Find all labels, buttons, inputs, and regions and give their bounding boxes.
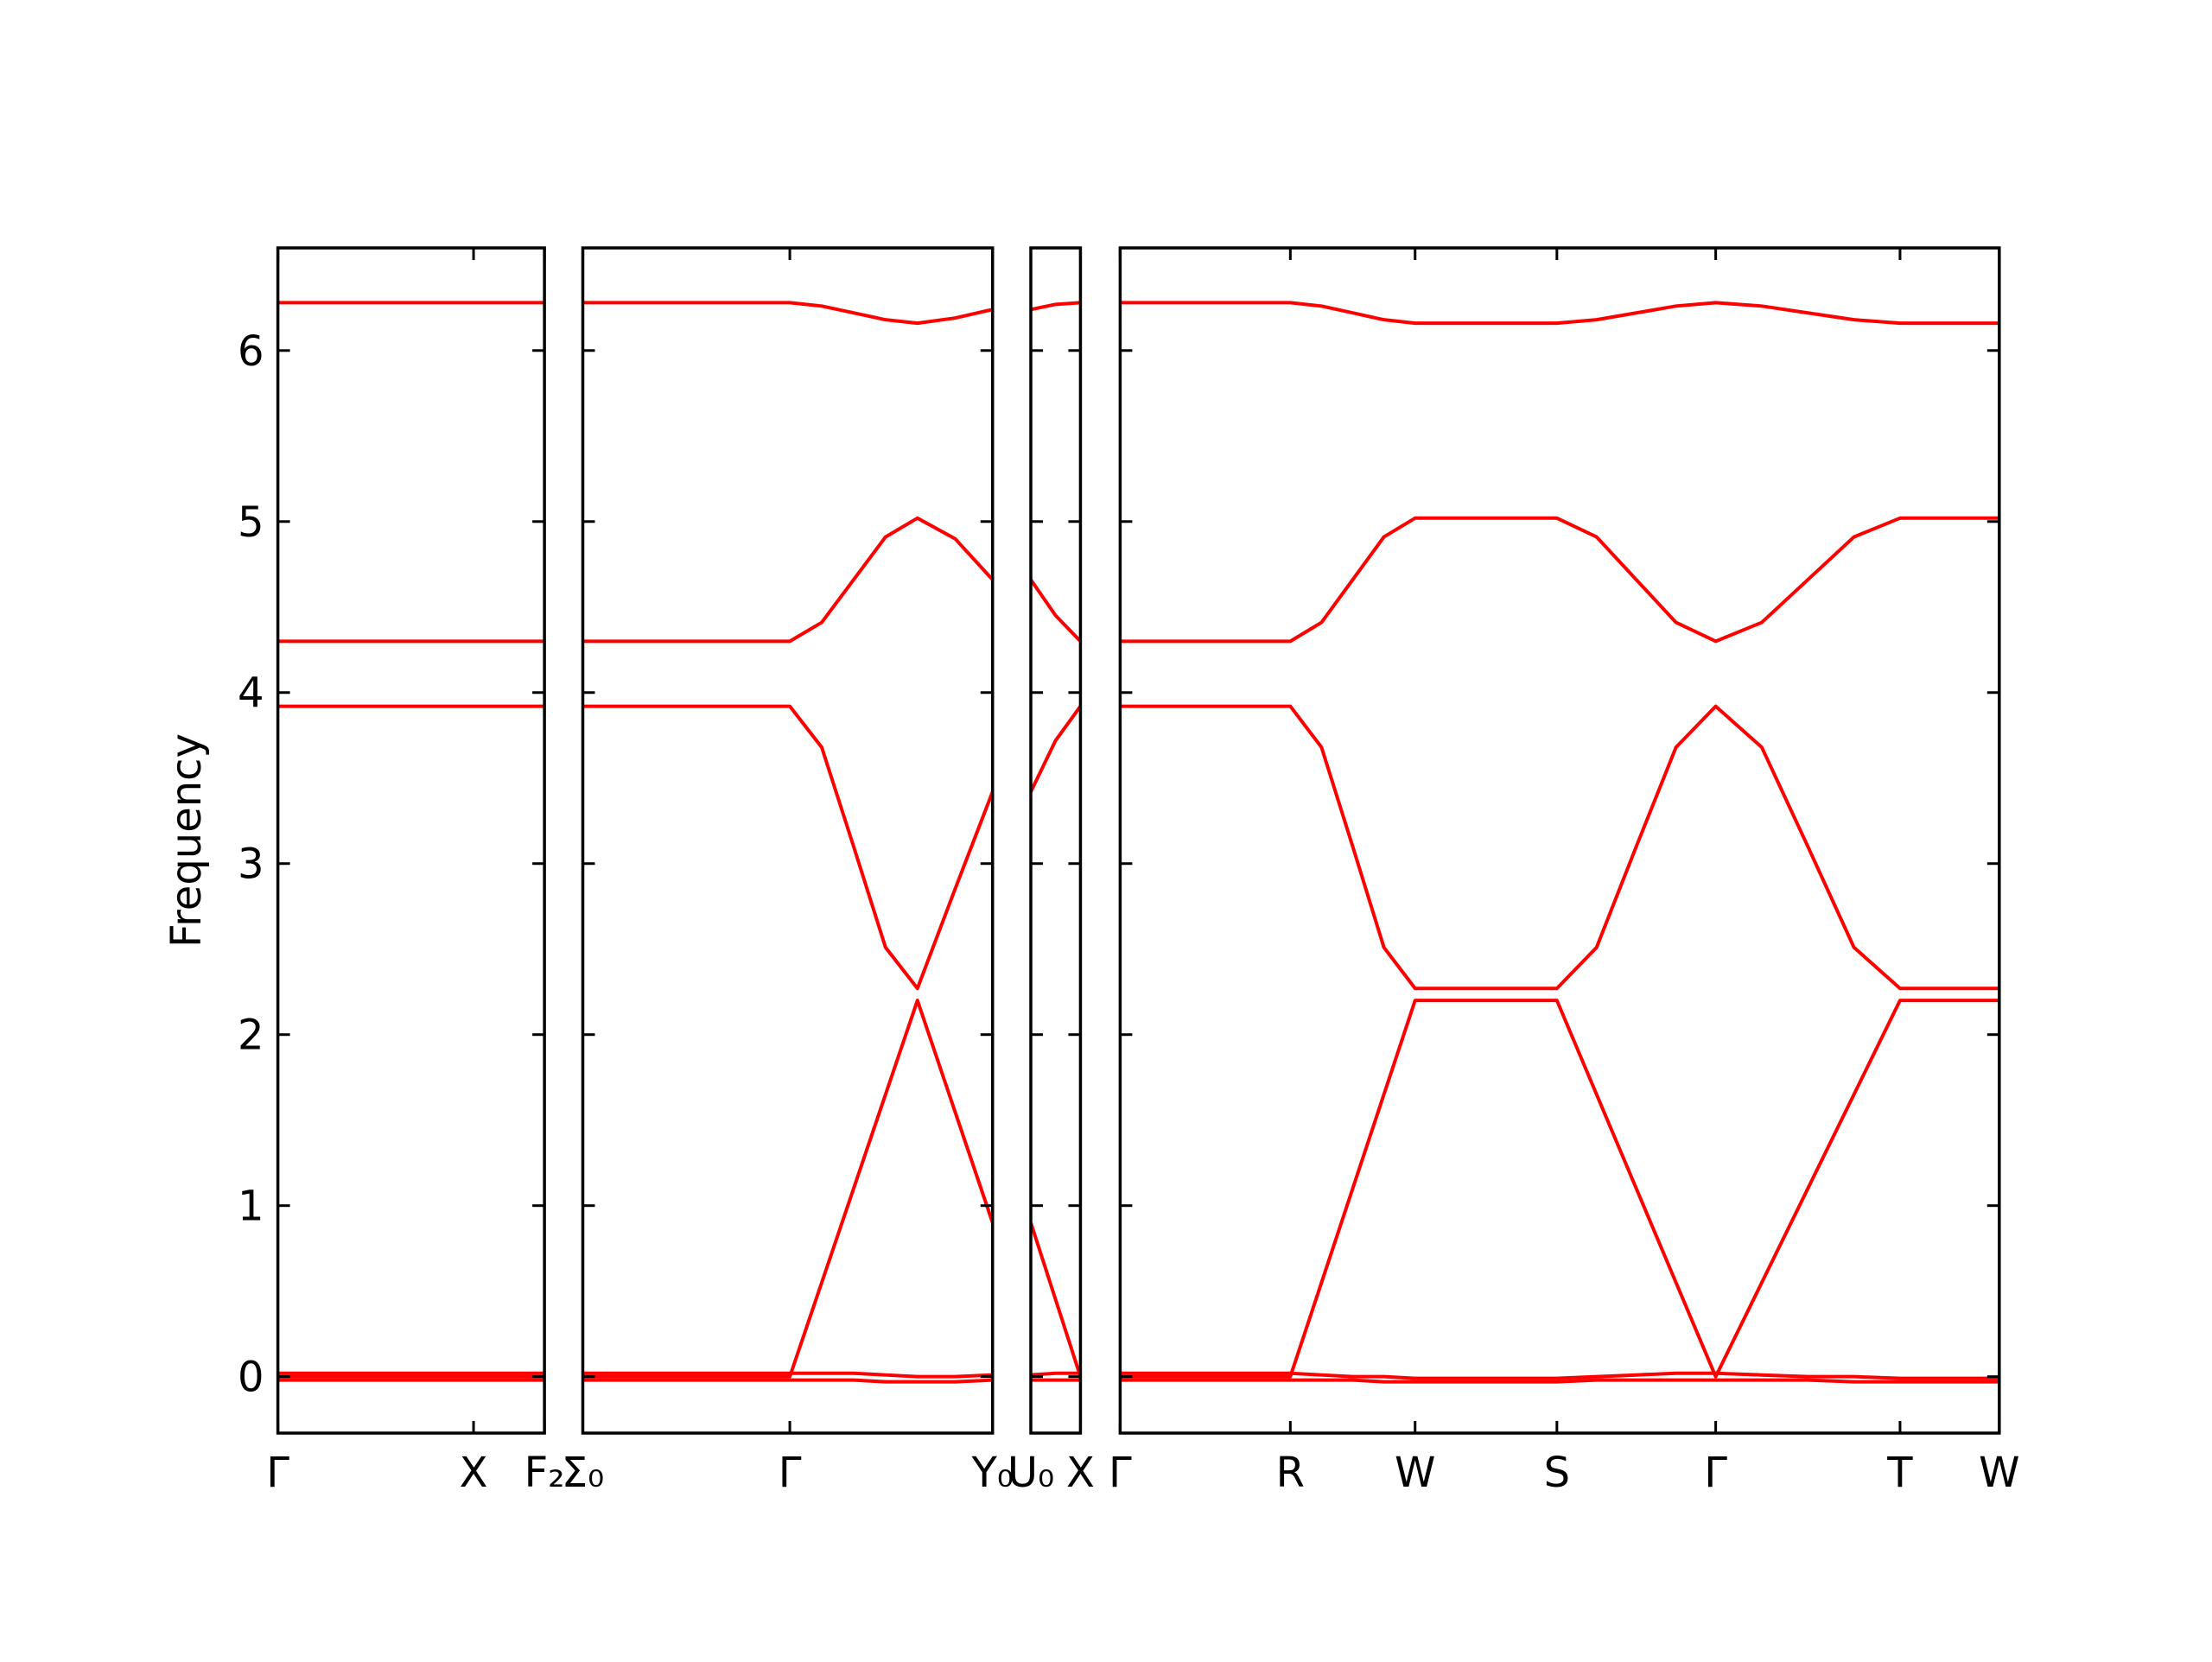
band-line — [582, 1378, 993, 1384]
band-line — [1120, 1371, 1999, 1380]
y-tick-label: 0 — [238, 1354, 264, 1402]
panel: Σ₀ Γ Y₀ — [562, 246, 1014, 1497]
y-tick-label: 4 — [238, 669, 264, 718]
x-tick-label: Γ — [266, 1449, 289, 1497]
x-tick-label: Σ₀ — [562, 1449, 605, 1497]
band-line — [582, 999, 993, 1379]
panel-frame — [276, 246, 546, 1435]
band-line — [582, 301, 993, 326]
band-line — [1031, 705, 1081, 793]
x-tick-label: W — [1395, 1449, 1435, 1497]
x-tick-label: S — [1544, 1449, 1570, 1497]
x-tick-label: W — [1979, 1449, 2019, 1497]
y-tick-label: 2 — [238, 1012, 264, 1060]
panel: U₀ X — [1007, 246, 1095, 1497]
band-line — [1120, 1378, 1999, 1384]
panel-frame — [1118, 246, 2001, 1435]
x-tick-label: U₀ — [1007, 1449, 1054, 1497]
band-line — [1120, 301, 1999, 326]
band-line — [1031, 1221, 1081, 1378]
x-tick-label: Γ — [779, 1449, 802, 1497]
x-tick-label: T — [1886, 1449, 1913, 1497]
x-tick-label: Y₀ — [970, 1449, 1014, 1497]
band-line — [1031, 1371, 1081, 1377]
x-tick-label: Γ — [1704, 1449, 1727, 1497]
band-line — [582, 1371, 993, 1379]
y-tick-label: 6 — [238, 327, 264, 376]
band-line — [582, 516, 993, 644]
y-axis-label: Frequency — [162, 733, 211, 948]
y-tick-label: 1 — [238, 1183, 264, 1231]
band-line — [1120, 999, 1999, 1379]
y-tick-label: 3 — [238, 841, 264, 889]
band-line — [1120, 516, 1999, 644]
band-line — [1120, 704, 1999, 991]
panel-frame — [581, 246, 995, 1435]
band-line — [582, 704, 993, 991]
x-tick-label: X — [460, 1449, 488, 1497]
x-tick-label: R — [1276, 1449, 1305, 1497]
band-line — [1031, 301, 1081, 312]
x-tick-label: X — [1066, 1449, 1095, 1497]
band-line — [1031, 578, 1081, 643]
x-tick-label: Γ — [1109, 1449, 1132, 1497]
y-tick-label: 5 — [238, 498, 264, 547]
panel: 0 1 2 3 4 5 6 Γ X F₂ Frequency — [162, 246, 565, 1497]
x-tick-label: F₂ — [524, 1449, 565, 1497]
panel-frame — [1029, 246, 1083, 1435]
